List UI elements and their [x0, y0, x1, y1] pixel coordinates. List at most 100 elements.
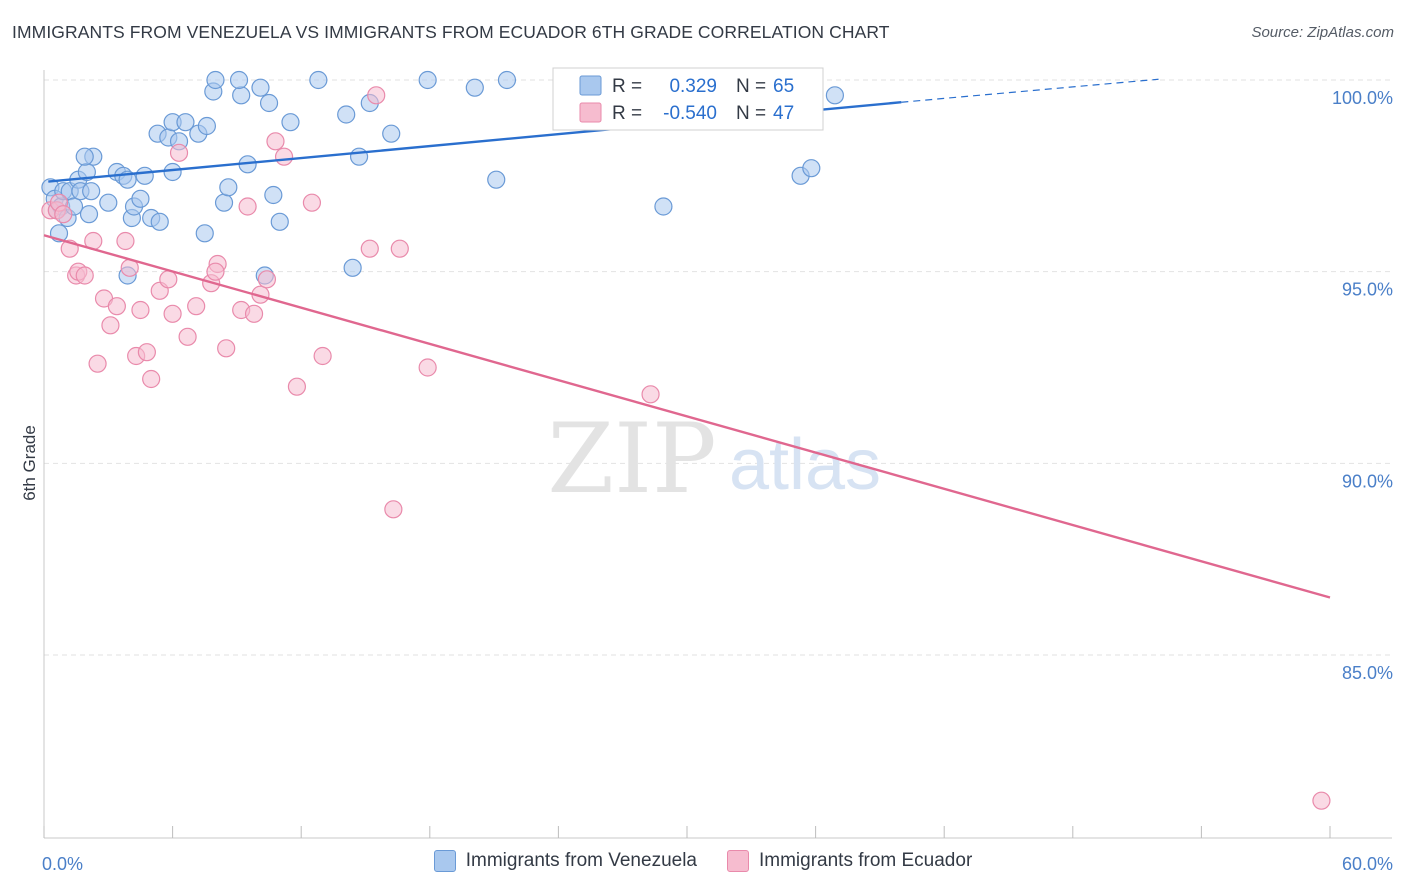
venezuela-point-37 — [206, 70, 225, 90]
ecuador-point-33 — [257, 270, 277, 289]
ecuador-point-36 — [287, 377, 307, 396]
ecuador-point-30 — [238, 197, 257, 216]
ecuador-point-23 — [178, 327, 197, 346]
ecuador-point-38 — [313, 346, 332, 366]
venezuela-point-35 — [195, 224, 214, 243]
ecuador-point-35 — [274, 147, 294, 166]
y-tick-label-0: 100.0% — [1332, 88, 1393, 108]
legend-label-venezuela: Immigrants from Venezuela — [465, 850, 697, 871]
venezuela-point-16 — [99, 193, 118, 212]
chart-title: IMMIGRANTS FROM VENEZUELA VS IMMIGRANTS … — [12, 22, 890, 42]
ecuador-point-3 — [54, 205, 73, 224]
venezuela-point-57 — [487, 170, 506, 189]
venezuela-point-41 — [229, 70, 249, 90]
venezuela-point-54 — [382, 124, 401, 143]
legend-item-venezuela: Immigrants from Venezuela — [433, 850, 697, 872]
ecuador-point-18 — [142, 369, 161, 389]
venezuela-point-31 — [176, 113, 195, 132]
ecuador-trend-line — [43, 234, 1331, 599]
ecuador-point-24 — [187, 297, 206, 316]
ecuador-point-42 — [390, 239, 409, 258]
ecuador-point-28 — [217, 339, 236, 358]
stats-legend: R = 0.329 N = 65 R = -0.540 N = 47 — [552, 67, 824, 131]
ecuador-point-41 — [384, 500, 403, 519]
legend-r-value-venezuela: 0.329 — [669, 76, 717, 97]
ecuador-point-20 — [159, 270, 178, 289]
ecuador-point-9 — [88, 354, 107, 373]
ecuador-points — [41, 86, 1331, 810]
ecuador-point-7 — [75, 266, 94, 285]
venezuela-point-11 — [82, 182, 101, 201]
chart-source: Source: ZipAtlas.com — [1251, 24, 1394, 41]
ecuador-point-21 — [163, 304, 182, 323]
venezuela-point-39 — [219, 178, 238, 197]
legend-n-label-venezuela: N = — [736, 76, 766, 97]
ecuador-point-11 — [101, 316, 120, 335]
legend-swatch-venezuela-bottom — [433, 850, 456, 872]
ecuador-point-40 — [367, 86, 386, 105]
legend-r-label-ecuador: R = — [612, 103, 642, 124]
ecuador-point-12 — [107, 297, 126, 316]
legend-n-value-venezuela: 65 — [773, 76, 794, 97]
ecuador-point-27 — [206, 262, 225, 281]
x-tick-label-1: 60.0% — [1342, 854, 1393, 874]
legend-r-value-ecuador: -0.540 — [663, 103, 717, 124]
watermark-zip: ZIP — [547, 403, 716, 515]
venezuela-point-32 — [163, 162, 182, 182]
ecuador-point-43 — [418, 358, 437, 377]
trend-lines — [43, 78, 1331, 599]
x-tick-label-0: 0.0% — [42, 854, 83, 874]
venezuela-point-43 — [251, 78, 270, 97]
venezuela-point-50 — [337, 105, 356, 124]
y-tick-label-1: 95.0% — [1342, 280, 1393, 300]
venezuela-point-46 — [264, 185, 283, 205]
ecuador-point-22 — [169, 143, 189, 162]
axes — [43, 70, 1392, 839]
legend-swatch-ecuador — [579, 102, 602, 123]
venezuela-point-44 — [259, 93, 279, 113]
venezuela-point-53 — [343, 258, 362, 277]
venezuela-point-12 — [79, 205, 99, 224]
venezuela-point-38 — [214, 193, 234, 212]
venezuela-point-48 — [281, 113, 300, 132]
y-tick-label-3: 85.0% — [1342, 663, 1393, 683]
venezuela-point-21 — [131, 189, 150, 208]
venezuela-point-61 — [654, 197, 673, 216]
venezuela-point-24 — [150, 212, 169, 231]
venezuela-point-47 — [270, 212, 289, 231]
ecuador-point-13 — [116, 231, 135, 251]
tick-labels: 100.0% 95.0% 90.0% 85.0% 0.0% 60.0% — [42, 88, 1393, 874]
ecuador-point-46 — [1312, 791, 1331, 810]
venezuela-point-63 — [802, 159, 821, 178]
legend-n-label-ecuador: N = — [736, 103, 766, 124]
venezuela-point-58 — [497, 70, 517, 90]
ecuador-point-17 — [137, 343, 156, 362]
venezuela-point-34 — [197, 116, 216, 136]
y-tick-label-2: 90.0% — [1342, 471, 1393, 491]
legend-label-ecuador: Immigrants from Ecuador — [758, 850, 973, 871]
ecuador-point-39 — [360, 239, 379, 258]
legend-item-ecuador: Immigrants from Ecuador — [726, 850, 973, 872]
venezuela-trend-extension — [901, 78, 1159, 103]
watermark: ZIP atlas — [547, 403, 881, 515]
venezuela-point-51 — [349, 147, 369, 166]
venezuela-point-40 — [232, 86, 251, 105]
y-axis-label: 6th Grade — [20, 425, 39, 501]
ecuador-point-37 — [302, 193, 322, 212]
ecuador-point-31 — [244, 304, 264, 323]
venezuela-point-56 — [465, 78, 484, 97]
venezuela-point-22 — [135, 166, 154, 185]
ecuador-point-34 — [266, 132, 285, 151]
venezuela-point-64 — [825, 86, 844, 105]
venezuela-point-55 — [418, 70, 437, 90]
ecuador-point-16 — [131, 300, 150, 320]
ecuador-point-44 — [641, 385, 660, 404]
legend-r-label-venezuela: R = — [612, 76, 642, 97]
legend-swatch-venezuela — [579, 75, 602, 96]
venezuela-point-49 — [309, 70, 328, 90]
legend-n-value-ecuador: 47 — [773, 103, 794, 124]
legend-swatch-ecuador-bottom — [726, 850, 749, 872]
series-legend: Immigrants from Venezuela Immigrants fro… — [0, 850, 1406, 872]
venezuela-point-15 — [75, 147, 94, 166]
